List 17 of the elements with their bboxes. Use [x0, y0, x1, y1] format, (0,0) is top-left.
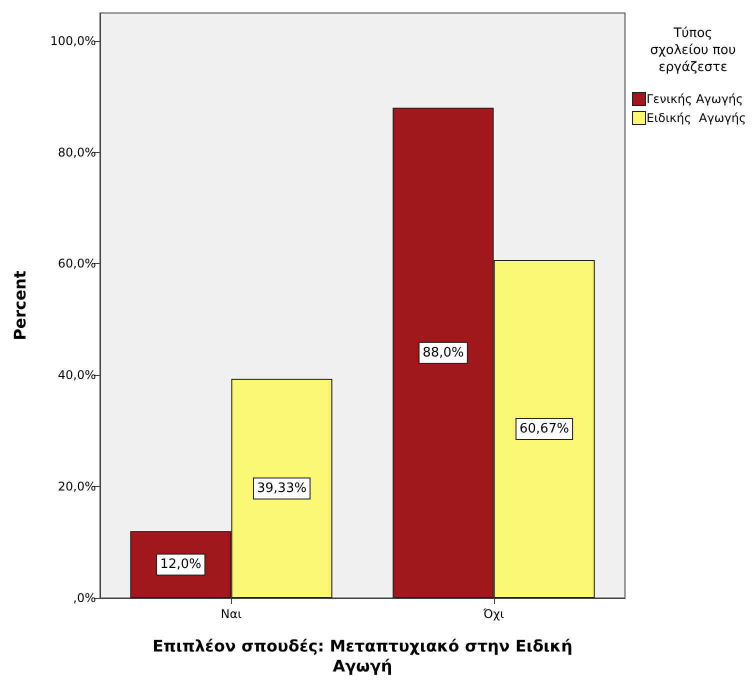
- data-label: 12,0%: [160, 557, 202, 572]
- y-axis-title: Percent: [10, 270, 30, 340]
- y-tick-label: 20,0%: [58, 480, 96, 494]
- y-tick-label: ,0%: [73, 591, 96, 605]
- legend-label: Ειδικής Αγωγής: [646, 111, 746, 125]
- legend-label: Γενικής Αγωγής: [646, 92, 744, 106]
- x-tick-label: Όχι: [482, 607, 504, 621]
- x-tick-label: Ναι: [220, 607, 242, 621]
- y-tick-label: 60,0%: [58, 256, 96, 271]
- x-axis-title: Επιπλέον σπουδές: Μεταπτυχιακό στην Ειδική Αγωγή: [152, 636, 573, 676]
- y-tick-label: 80,0%: [58, 145, 96, 160]
- y-tick-label: 40,0%: [58, 368, 96, 382]
- legend-title: Τύπος σχολείου που εργάζεστε: [650, 26, 736, 75]
- y-tick-label: 100,0%: [50, 34, 96, 48]
- data-label: 39,33%: [256, 480, 307, 496]
- data-label: 88,0%: [422, 345, 464, 360]
- data-label: 60,67%: [519, 421, 570, 436]
